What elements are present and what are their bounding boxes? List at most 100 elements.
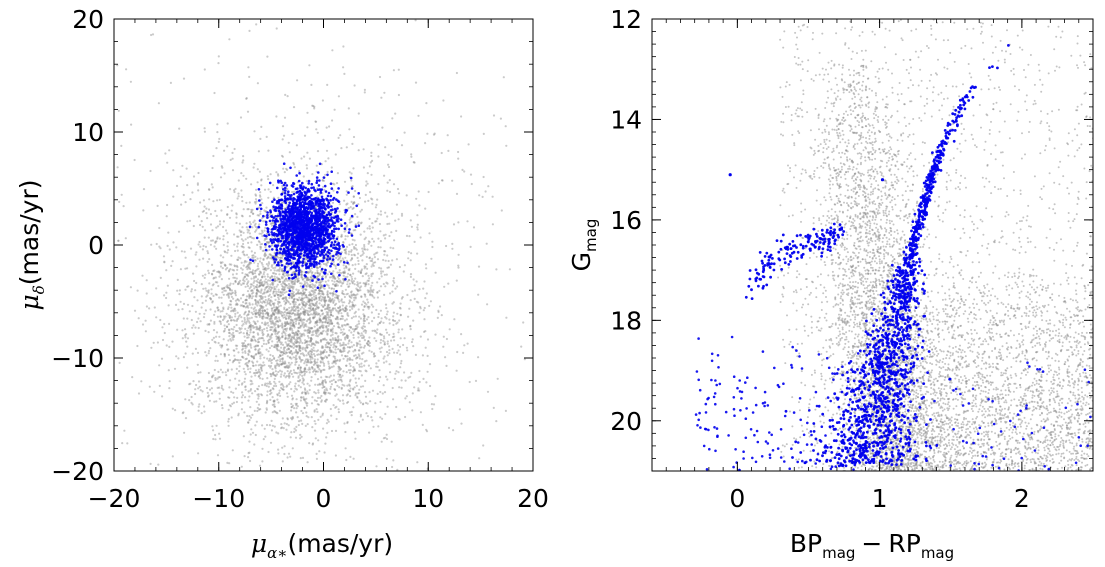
field-star-point [396, 351, 399, 354]
field-star-point [406, 349, 409, 352]
field-star-point [298, 341, 301, 344]
field-star-point [279, 324, 282, 327]
field-star-point [225, 229, 228, 232]
field-star-point [311, 396, 314, 399]
field-star-point [389, 292, 392, 295]
field-star-point [350, 200, 353, 203]
field-star-point [277, 316, 281, 319]
field-star-point [247, 326, 250, 330]
field-star-point [120, 193, 123, 196]
field-star-point [277, 401, 280, 404]
field-star-point [352, 336, 355, 339]
field-star-point [386, 189, 389, 192]
field-star-point [338, 386, 341, 389]
field-star-point [387, 266, 390, 269]
field-star-point [335, 345, 338, 349]
field-star-point [199, 320, 202, 323]
field-star-point [391, 336, 394, 339]
field-star-point [282, 331, 286, 334]
field-star-point [329, 366, 332, 369]
field-star-point [405, 194, 408, 197]
field-star-point [278, 318, 281, 321]
field-star-point [267, 279, 270, 282]
field-star-point [308, 353, 311, 356]
field-star-point [242, 155, 245, 158]
field-star-point [299, 326, 302, 329]
field-star-point [248, 325, 251, 328]
field-star-point [289, 351, 292, 354]
field-star-point [295, 292, 299, 295]
field-star-point [253, 130, 256, 133]
field-star-point [209, 319, 212, 322]
field-star-point [364, 200, 367, 203]
field-star-point [343, 301, 346, 304]
field-star-point [356, 392, 359, 395]
field-star-point [373, 337, 376, 340]
field-star-point [290, 361, 293, 364]
field-star-point [151, 33, 155, 36]
field-star-point [302, 378, 305, 381]
field-star-point [336, 316, 339, 319]
field-star-point [278, 363, 281, 366]
field-star-point [207, 208, 211, 211]
field-star-point [340, 386, 343, 389]
field-star-point [299, 318, 302, 321]
field-star-point [116, 166, 119, 169]
field-star-point [295, 341, 298, 344]
field-star-point [343, 270, 346, 273]
field-star-point [291, 280, 294, 283]
field-star-point [244, 350, 247, 353]
field-star-point [325, 319, 328, 322]
field-star-point [343, 422, 346, 425]
field-star-point [234, 377, 237, 380]
field-star-point [357, 336, 360, 339]
field-star-point [256, 341, 260, 344]
field-star-point [199, 389, 202, 392]
field-star-point [271, 354, 274, 358]
field-star-point [437, 309, 440, 312]
field-star-point [227, 420, 230, 423]
field-star-point [249, 367, 252, 370]
field-star-point [228, 404, 231, 407]
field-star-point [274, 272, 278, 276]
field-star-point [352, 350, 355, 353]
field-star-point [418, 288, 421, 291]
field-star-point [340, 344, 343, 347]
field-star-point [240, 283, 243, 286]
field-star-point [258, 223, 261, 226]
field-star-point [339, 281, 343, 284]
field-star-point [377, 312, 380, 316]
field-star-point [350, 253, 353, 257]
field-star-point [314, 322, 317, 325]
field-star-point [254, 390, 257, 393]
field-star-point [345, 193, 348, 196]
field-star-point [266, 283, 269, 286]
field-star-point [248, 302, 251, 305]
field-star-point [387, 163, 390, 166]
field-star-point [184, 256, 187, 259]
field-star-point [371, 237, 374, 240]
field-star-point [240, 195, 243, 199]
field-star-point [140, 380, 143, 383]
field-star-point [376, 323, 380, 326]
field-star-point [352, 370, 355, 373]
field-star-point [288, 312, 291, 315]
field-star-point [313, 368, 316, 371]
field-star-point [322, 138, 325, 141]
field-star-point [342, 370, 345, 373]
field-star-point [302, 307, 305, 310]
field-star-point [305, 370, 308, 373]
field-star-point [239, 331, 243, 334]
field-star-point [396, 285, 399, 288]
field-star-point [381, 417, 384, 420]
field-star-point [400, 379, 403, 382]
field-star-point [227, 396, 230, 399]
field-star-point [388, 333, 391, 336]
field-star-point [338, 269, 341, 272]
field-star-point [276, 320, 279, 323]
field-star-point [328, 316, 331, 319]
field-star-point [370, 350, 373, 353]
field-star-point [265, 423, 269, 427]
field-star-point [231, 169, 235, 172]
field-star-point [358, 196, 361, 200]
